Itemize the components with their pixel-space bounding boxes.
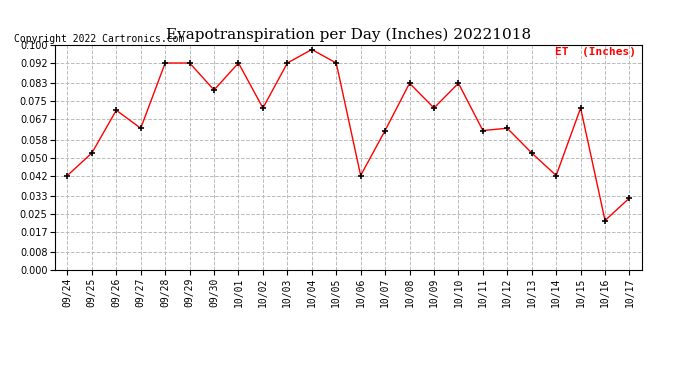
Text: ET  (Inches): ET (Inches) (555, 47, 636, 57)
Text: Copyright 2022 Cartronics.com: Copyright 2022 Cartronics.com (14, 34, 184, 44)
Title: Evapotranspiration per Day (Inches) 20221018: Evapotranspiration per Day (Inches) 2022… (166, 28, 531, 42)
